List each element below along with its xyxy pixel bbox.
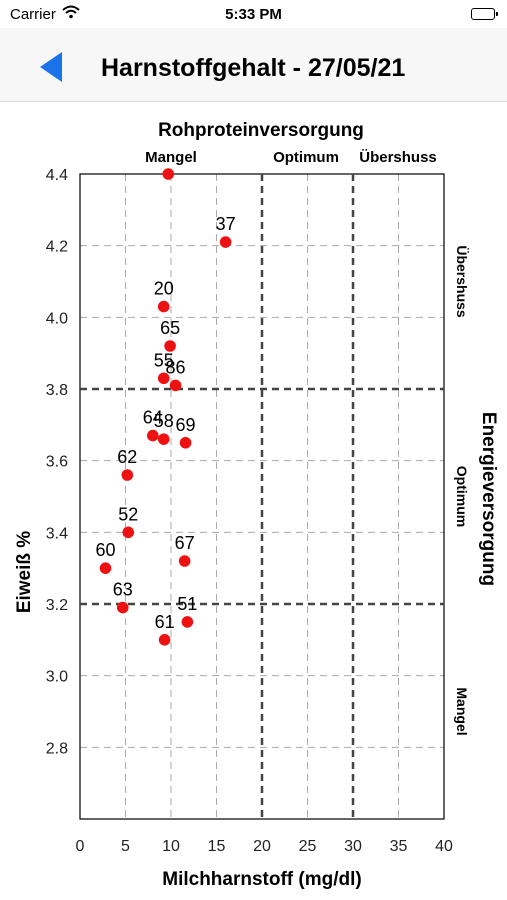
data-point — [121, 469, 134, 481]
y-tick-label: 3.8 — [46, 382, 68, 399]
data-point-label: 60 — [95, 540, 115, 560]
x-tick-label: 35 — [390, 838, 408, 855]
x-tick-label: 40 — [435, 838, 453, 855]
x-tick-label: 15 — [208, 838, 226, 855]
x-tick-label: 5 — [121, 838, 130, 855]
data-point-label: 55 — [154, 350, 174, 370]
data-point — [181, 616, 194, 628]
data-point-label: 20 — [154, 279, 174, 299]
data-point — [162, 168, 175, 180]
navigation-bar: Harnstoffgehalt - 27/05/21 — [0, 28, 507, 102]
data-point — [169, 379, 182, 392]
data-point-label: 51 — [177, 594, 197, 614]
y-tick-label: 3.2 — [46, 597, 68, 614]
data-point-label: 64 — [143, 408, 163, 428]
data-point — [116, 601, 129, 614]
top-zone-label: Optimum — [273, 149, 339, 166]
data-point-label: 62 — [117, 447, 137, 467]
x-tick-label: 10 — [162, 838, 180, 855]
top-zone-label: Mangel — [145, 149, 197, 166]
data-point-label: 37 — [216, 214, 236, 234]
x-tick-label: 0 — [76, 838, 85, 855]
y-tick-label: 3.4 — [46, 525, 68, 542]
data-point — [157, 433, 170, 445]
y-tick-label: 3.0 — [46, 669, 68, 686]
battery-icon — [471, 8, 498, 20]
y-tick-label: 3.6 — [46, 454, 68, 471]
data-point — [178, 555, 191, 567]
scatter-chart: Rohproteinversorgung Mangel Optimum Über… — [14, 120, 499, 890]
x-tick-label: 25 — [299, 838, 317, 855]
right-axis-title: Energieversorgung — [478, 412, 499, 586]
data-point — [147, 429, 159, 442]
data-point — [122, 526, 135, 539]
y-tick-label: 4.0 — [46, 310, 68, 327]
y-axis-label: Eiweiß % — [14, 531, 35, 613]
status-bar: Carrier 5:33 PM — [0, 0, 507, 28]
data-point — [157, 372, 170, 385]
y-tick-label: 2.8 — [46, 740, 68, 757]
wifi-icon — [62, 5, 80, 23]
data-point — [179, 436, 192, 449]
data-point-label: 69 — [176, 415, 196, 435]
data-point-label: 65 — [160, 318, 180, 338]
data-point-label: 67 — [175, 533, 195, 553]
right-zone-label: Übershuss — [454, 245, 470, 318]
page-title: Harnstoffgehalt - 27/05/21 — [101, 54, 406, 82]
back-arrow-icon[interactable] — [38, 50, 64, 84]
x-tick-label: 20 — [253, 838, 271, 855]
data-point — [157, 300, 170, 313]
clock-time: 5:33 PM — [225, 6, 282, 23]
right-zone-label: Optimum — [454, 466, 470, 527]
data-point — [99, 562, 112, 574]
top-zone-label: Übershuss — [359, 149, 437, 166]
carrier-label: Carrier — [10, 6, 56, 23]
data-point-label: 63 — [113, 580, 133, 600]
data-point-label: 58 — [154, 411, 174, 431]
data-point-label: 86 — [166, 357, 186, 377]
y-tick-label: 4.2 — [46, 239, 68, 256]
chart-title: Rohproteinversorgung — [158, 120, 364, 141]
data-point — [164, 340, 176, 352]
x-tick-label: 30 — [344, 838, 362, 855]
data-point-label: 61 — [155, 612, 175, 632]
right-zone-label: Mangel — [454, 687, 470, 735]
data-point-label: 52 — [118, 504, 138, 524]
data-point — [158, 634, 171, 646]
y-tick-label: 4.4 — [46, 167, 68, 184]
x-axis-label: Milchharnstoff (mg/dl) — [162, 869, 361, 890]
data-point — [219, 236, 232, 248]
